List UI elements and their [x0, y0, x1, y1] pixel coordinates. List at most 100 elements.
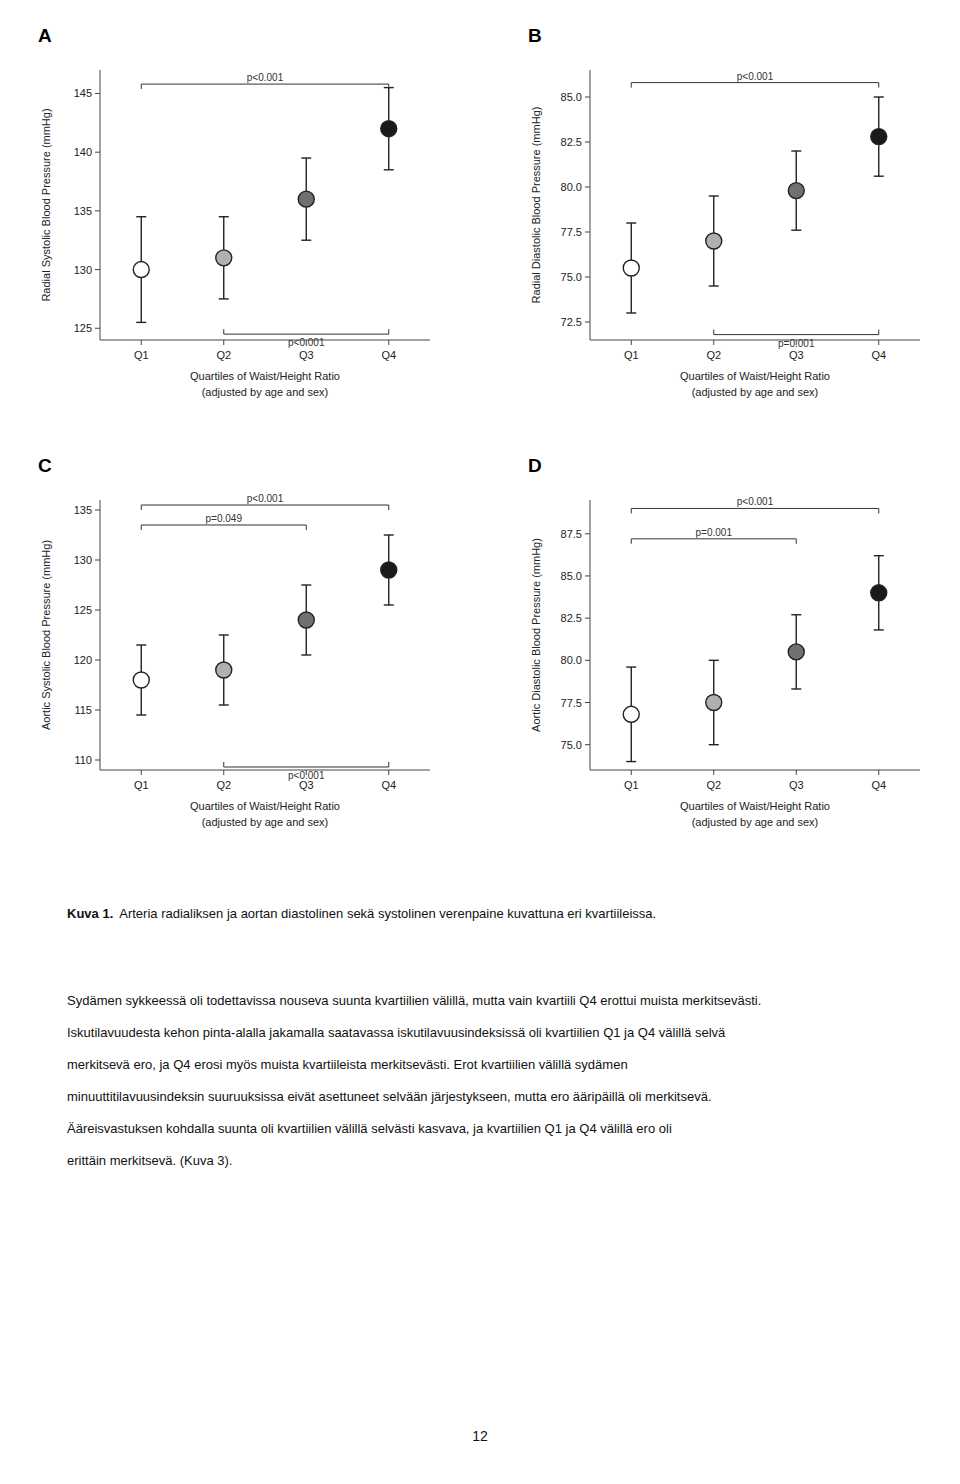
x-axis-line — [590, 770, 920, 771]
error-bar-cap — [626, 222, 636, 223]
y-tick — [585, 187, 590, 188]
x-tick — [713, 340, 714, 345]
x-tick — [141, 340, 142, 345]
significance-label: p<0.001 — [247, 72, 284, 83]
x-tick-label: Q1 — [134, 779, 149, 791]
body-line: erittäin merkitsevä. (Kuva 3). — [67, 1145, 927, 1177]
y-axis-line — [590, 500, 591, 770]
panel-label: B — [528, 25, 542, 46]
significance-label: p<0.001 — [247, 493, 284, 504]
y-tick — [585, 277, 590, 278]
y-tick — [585, 97, 590, 98]
body-line: Ääreisvastuksen kohdalla suunta oli kvar… — [67, 1113, 927, 1145]
error-bar-cap — [301, 584, 311, 585]
bracket-line — [141, 505, 389, 510]
point — [623, 260, 639, 276]
y-tick — [95, 93, 100, 94]
y-axis-line — [100, 70, 101, 340]
x-tick-label: Q3 — [789, 779, 804, 791]
error-bar-cap — [384, 604, 394, 605]
y-tick — [95, 510, 100, 511]
x-tick — [631, 340, 632, 345]
y-tick-label: 80.0 — [561, 181, 582, 193]
x-tick-label: Q2 — [216, 779, 231, 791]
significance-label: p=0.001 — [696, 527, 733, 538]
x-tick — [141, 770, 142, 775]
x-tick-label: Q4 — [871, 779, 886, 791]
y-tick — [95, 610, 100, 611]
x-axis-line — [590, 340, 920, 341]
error-bar-cap — [626, 761, 636, 762]
y-tick — [585, 618, 590, 619]
point — [706, 233, 722, 249]
y-axis-label: Aortic Diastolic Blood Pressure (mmHg) — [530, 538, 542, 732]
significance-label: p=0.001 — [778, 338, 815, 349]
significance-bracket — [631, 83, 879, 88]
y-tick — [95, 152, 100, 153]
bracket-line — [141, 525, 306, 530]
x-axis-label-line: (adjusted by age and sex) — [692, 816, 819, 828]
body-text: Sydämen sykkeessä oli todettavissa nouse… — [67, 985, 927, 1177]
x-axis-label-line: Quartiles of Waist/Height Ratio — [680, 370, 830, 382]
x-tick — [713, 770, 714, 775]
x-tick — [223, 340, 224, 345]
panel-label: D — [528, 455, 542, 476]
y-tick — [95, 710, 100, 711]
error-bar-cap — [301, 654, 311, 655]
point — [133, 262, 149, 278]
caption-text: Arteria radialiksen ja aortan diastoline… — [119, 906, 656, 921]
x-axis-label-line: Quartiles of Waist/Height Ratio — [680, 800, 830, 812]
error-bar-cap — [136, 322, 146, 323]
error-bar-cap — [136, 216, 146, 217]
y-tick-label: 77.5 — [561, 697, 582, 709]
y-tick — [585, 232, 590, 233]
x-tick-label: Q3 — [789, 349, 804, 361]
error-bar-cap — [219, 634, 229, 635]
x-axis-label-line: (adjusted by age and sex) — [692, 386, 819, 398]
point — [133, 672, 149, 688]
point — [216, 662, 232, 678]
x-tick-label: Q4 — [381, 779, 396, 791]
error-bar-cap — [874, 175, 884, 176]
x-axis-label: Quartiles of Waist/Height Ratio (adjusted… — [680, 800, 830, 828]
error-bar-cap — [874, 96, 884, 97]
x-axis-line — [100, 340, 430, 341]
point — [788, 183, 804, 199]
significance-bracket — [631, 508, 879, 513]
y-tick-label: 110 — [74, 754, 92, 766]
x-axis-label-line: Quartiles of Waist/Height Ratio — [190, 370, 340, 382]
bracket-line — [224, 762, 389, 767]
x-tick-label: Q4 — [381, 349, 396, 361]
bracket-line — [141, 84, 389, 89]
bracket-line — [714, 330, 879, 335]
y-tick-label: 82.5 — [561, 612, 582, 624]
data-group — [133, 535, 397, 715]
error-bar-cap — [301, 240, 311, 241]
y-tick — [95, 660, 100, 661]
significance-bracket — [224, 762, 389, 767]
y-tick-label: 140 — [74, 146, 92, 158]
body-line: Iskutilavuudesta kehon pinta-alalla jaka… — [67, 1017, 927, 1049]
y-tick-label: 130 — [74, 264, 92, 276]
y-axis-label: Radial Systolic Blood Pressure (mmHg) — [40, 108, 52, 301]
point — [623, 706, 639, 722]
point — [298, 191, 314, 207]
error-bar-cap — [219, 216, 229, 217]
x-tick-label: Q1 — [624, 779, 639, 791]
error-bar-cap — [709, 285, 719, 286]
x-axis-label-line: (adjusted by age and sex) — [202, 816, 329, 828]
bracket-line — [224, 329, 389, 334]
y-tick-label: 115 — [74, 704, 92, 716]
error-bar-cap — [791, 150, 801, 151]
y-tick-label: 125 — [74, 322, 92, 334]
y-tick — [585, 142, 590, 143]
bracket-line — [631, 83, 879, 88]
significance-label: p<0.001 — [737, 496, 774, 507]
y-axis-label: Aortic Systolic Blood Pressure (mmHg) — [40, 540, 52, 730]
x-axis-label: Quartiles of Waist/Height Ratio (adjusted… — [680, 370, 830, 398]
significance-bracket — [224, 329, 389, 334]
error-bar-cap — [626, 666, 636, 667]
x-tick-label: Q2 — [706, 349, 721, 361]
y-tick-label: 80.0 — [561, 654, 582, 666]
y-tick-label: 82.5 — [561, 136, 582, 148]
